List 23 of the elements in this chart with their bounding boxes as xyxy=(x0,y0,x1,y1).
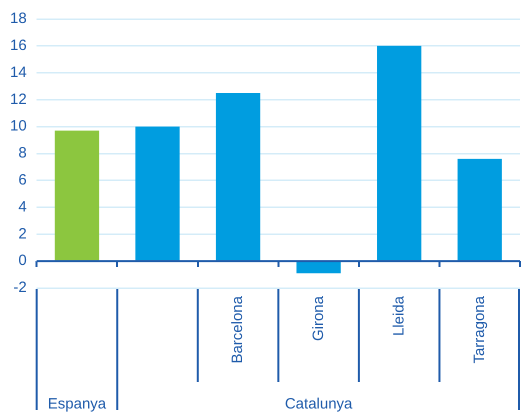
text: Espanya xyxy=(48,396,107,412)
bar xyxy=(458,158,502,260)
bar xyxy=(216,92,260,260)
y-tick-label: 0 xyxy=(18,252,27,270)
bar xyxy=(54,130,100,260)
y-tick-label: 16 xyxy=(10,37,27,54)
x-tick-label: Girona xyxy=(310,295,327,342)
y-tick-label: 4 xyxy=(18,198,27,216)
bar xyxy=(377,46,422,260)
x-tick-label: Barcelona xyxy=(229,295,246,364)
y-tick-label: 6 xyxy=(18,172,27,189)
y-tick-label: -2 xyxy=(13,279,27,296)
y-tick-label: 12 xyxy=(10,90,27,108)
y-tick-label: 8 xyxy=(18,144,27,162)
y-tick-label: 10 xyxy=(10,118,27,135)
x-tick-label: Tarragona xyxy=(470,295,488,364)
y-tick-label: 2 xyxy=(18,225,27,242)
bar xyxy=(296,262,341,274)
bar xyxy=(135,126,180,260)
y-tick-label: 18 xyxy=(10,10,27,28)
x-tick-label: Lleida xyxy=(390,295,408,336)
text: Catalunya xyxy=(284,396,354,412)
y-tick-label: 14 xyxy=(10,64,27,81)
